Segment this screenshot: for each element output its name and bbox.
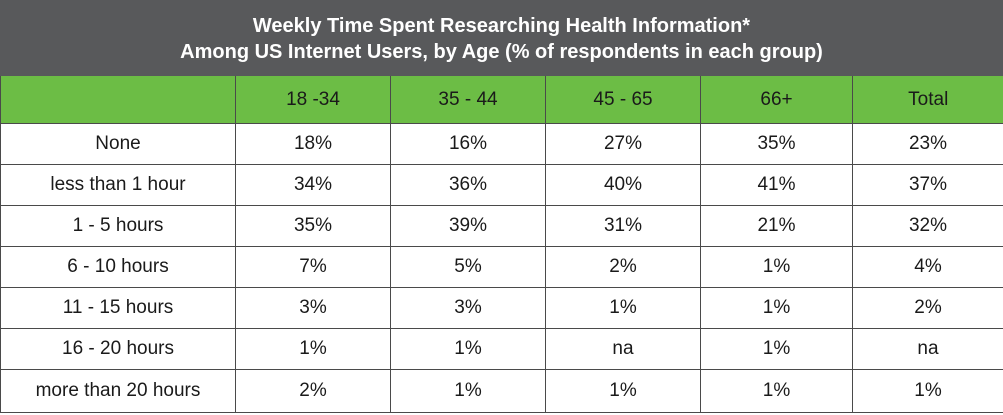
table-cell: 7% xyxy=(235,246,391,288)
header-cell-blank xyxy=(0,76,236,124)
chart-title-line-2: Among US Internet Users, by Age (% of re… xyxy=(180,41,823,63)
table-cell: 3% xyxy=(390,287,546,329)
table-row: 11 - 15 hours 3% 3% 1% 1% 2% xyxy=(0,287,1003,329)
table-cell: 1% xyxy=(700,369,853,413)
table-cell: na xyxy=(545,328,701,370)
table-cell: 39% xyxy=(390,205,546,247)
table-row: less than 1 hour 34% 36% 40% 41% 37% xyxy=(0,164,1003,206)
table-cell: 16% xyxy=(390,123,546,165)
row-label: 16 - 20 hours xyxy=(0,328,236,370)
chart-title-line-1: Weekly Time Spent Researching Health Inf… xyxy=(252,15,751,37)
row-label: None xyxy=(0,123,236,165)
table-cell: 27% xyxy=(545,123,701,165)
table-cell: 2% xyxy=(852,287,1003,329)
table-cell: 31% xyxy=(545,205,701,247)
table-cell: 32% xyxy=(852,205,1003,247)
table-row: None 18% 16% 27% 35% 23% xyxy=(0,123,1003,165)
table-cell: 1% xyxy=(390,328,546,370)
table-cell: 2% xyxy=(235,369,391,413)
table-row: 6 - 10 hours 7% 5% 2% 1% 4% xyxy=(0,246,1003,288)
table-cell: 3% xyxy=(235,287,391,329)
table-cell: 35% xyxy=(235,205,391,247)
table-cell: 23% xyxy=(852,123,1003,165)
table-cell: 41% xyxy=(700,164,853,206)
table-cell: 35% xyxy=(700,123,853,165)
table-cell: 2% xyxy=(545,246,701,288)
table-cell: 40% xyxy=(545,164,701,206)
table-cell: 1% xyxy=(390,369,546,413)
row-label: less than 1 hour xyxy=(0,164,236,206)
header-row: 18 -34 35 - 44 45 - 65 66+ Total xyxy=(0,76,1003,124)
table-cell: 34% xyxy=(235,164,391,206)
table-cell: 1% xyxy=(700,246,853,288)
table-cell: 1% xyxy=(700,287,853,329)
table-body: None 18% 16% 27% 35% 23% less than 1 hour 34% 36… xyxy=(0,123,1003,413)
table-cell: na xyxy=(852,328,1003,370)
table-cell: 1% xyxy=(852,369,1003,413)
row-label: more than 20 hours xyxy=(0,369,236,413)
table-row: 1 - 5 hours 35% 39% 31% 21% 32% xyxy=(0,205,1003,247)
table-row: more than 20 hours 2% 1% 1% 1% 1% xyxy=(0,369,1003,413)
table-cell: 4% xyxy=(852,246,1003,288)
table-cell: 1% xyxy=(545,287,701,329)
column-header: 35 - 44 xyxy=(390,76,546,124)
table-cell: 1% xyxy=(235,328,391,370)
chart-title: Weekly Time Spent Researching Health Inf… xyxy=(0,0,1003,76)
column-header: 18 -34 xyxy=(235,76,391,124)
column-header: 45 - 65 xyxy=(545,76,701,124)
table-cell: 36% xyxy=(390,164,546,206)
table-row: 16 - 20 hours 1% 1% na 1% na xyxy=(0,328,1003,370)
column-header: 66+ xyxy=(700,76,853,124)
table-cell: 5% xyxy=(390,246,546,288)
column-header: Total xyxy=(852,76,1003,124)
row-label: 6 - 10 hours xyxy=(0,246,236,288)
row-label: 11 - 15 hours xyxy=(0,287,236,329)
table-cell: 1% xyxy=(700,328,853,370)
table-cell: 1% xyxy=(545,369,701,413)
table-cell: 18% xyxy=(235,123,391,165)
table-cell: 21% xyxy=(700,205,853,247)
data-table: 18 -34 35 - 44 45 - 65 66+ Total None 18% 16% 2… xyxy=(0,76,1003,413)
row-label: 1 - 5 hours xyxy=(0,205,236,247)
table-cell: 37% xyxy=(852,164,1003,206)
